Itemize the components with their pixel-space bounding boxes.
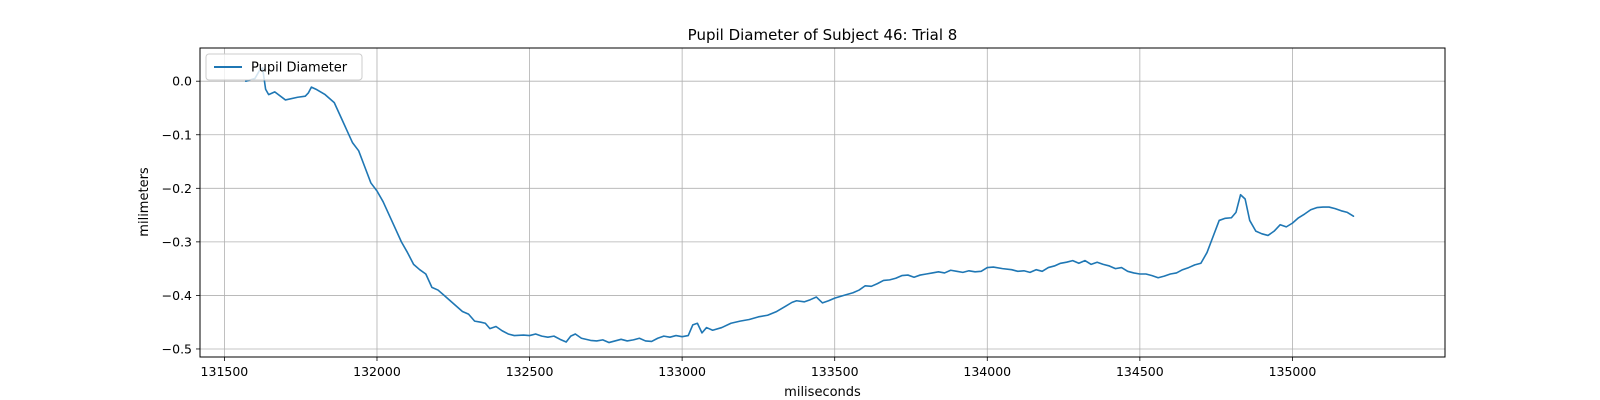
y-tick-label: −0.4 bbox=[162, 288, 192, 303]
x-tick-label: 134000 bbox=[963, 364, 1011, 379]
x-axis-label: miliseconds bbox=[784, 385, 861, 400]
x-axis: 131500 132000 132500 133000 133500 134000 1345… bbox=[201, 357, 1317, 379]
y-tick-label: −0.5 bbox=[162, 341, 192, 356]
y-tick-label: −0.3 bbox=[162, 234, 192, 249]
x-tick-label: 134500 bbox=[1116, 364, 1164, 379]
chart-title: Pupil Diameter of Subject 46: Trial 8 bbox=[688, 26, 958, 44]
x-tick-label: 132000 bbox=[353, 364, 401, 379]
x-tick-label: 133500 bbox=[811, 364, 859, 379]
series-line-pupil-diameter bbox=[244, 67, 1355, 344]
plot-frame bbox=[199, 47, 1446, 358]
x-tick-label: 133000 bbox=[658, 364, 706, 379]
y-axis-label: milimeters bbox=[137, 167, 152, 237]
legend-label: Pupil Diameter bbox=[251, 61, 348, 76]
x-tick-label: 131500 bbox=[201, 364, 249, 379]
plot-area bbox=[200, 48, 1445, 357]
y-axis: 0.0 −0.1 −0.2 −0.3 −0.4 −0.5 bbox=[162, 74, 200, 356]
series-layer bbox=[244, 67, 1355, 344]
y-tick-label: −0.1 bbox=[162, 127, 192, 142]
legend-box bbox=[205, 53, 363, 81]
legend: Pupil Diameter bbox=[205, 53, 363, 81]
x-tick-label: 135000 bbox=[1269, 364, 1317, 379]
grid bbox=[200, 48, 1445, 357]
y-tick-label: −0.2 bbox=[162, 181, 192, 196]
x-tick-label: 132500 bbox=[506, 364, 554, 379]
y-tick-label: 0.0 bbox=[172, 74, 192, 89]
